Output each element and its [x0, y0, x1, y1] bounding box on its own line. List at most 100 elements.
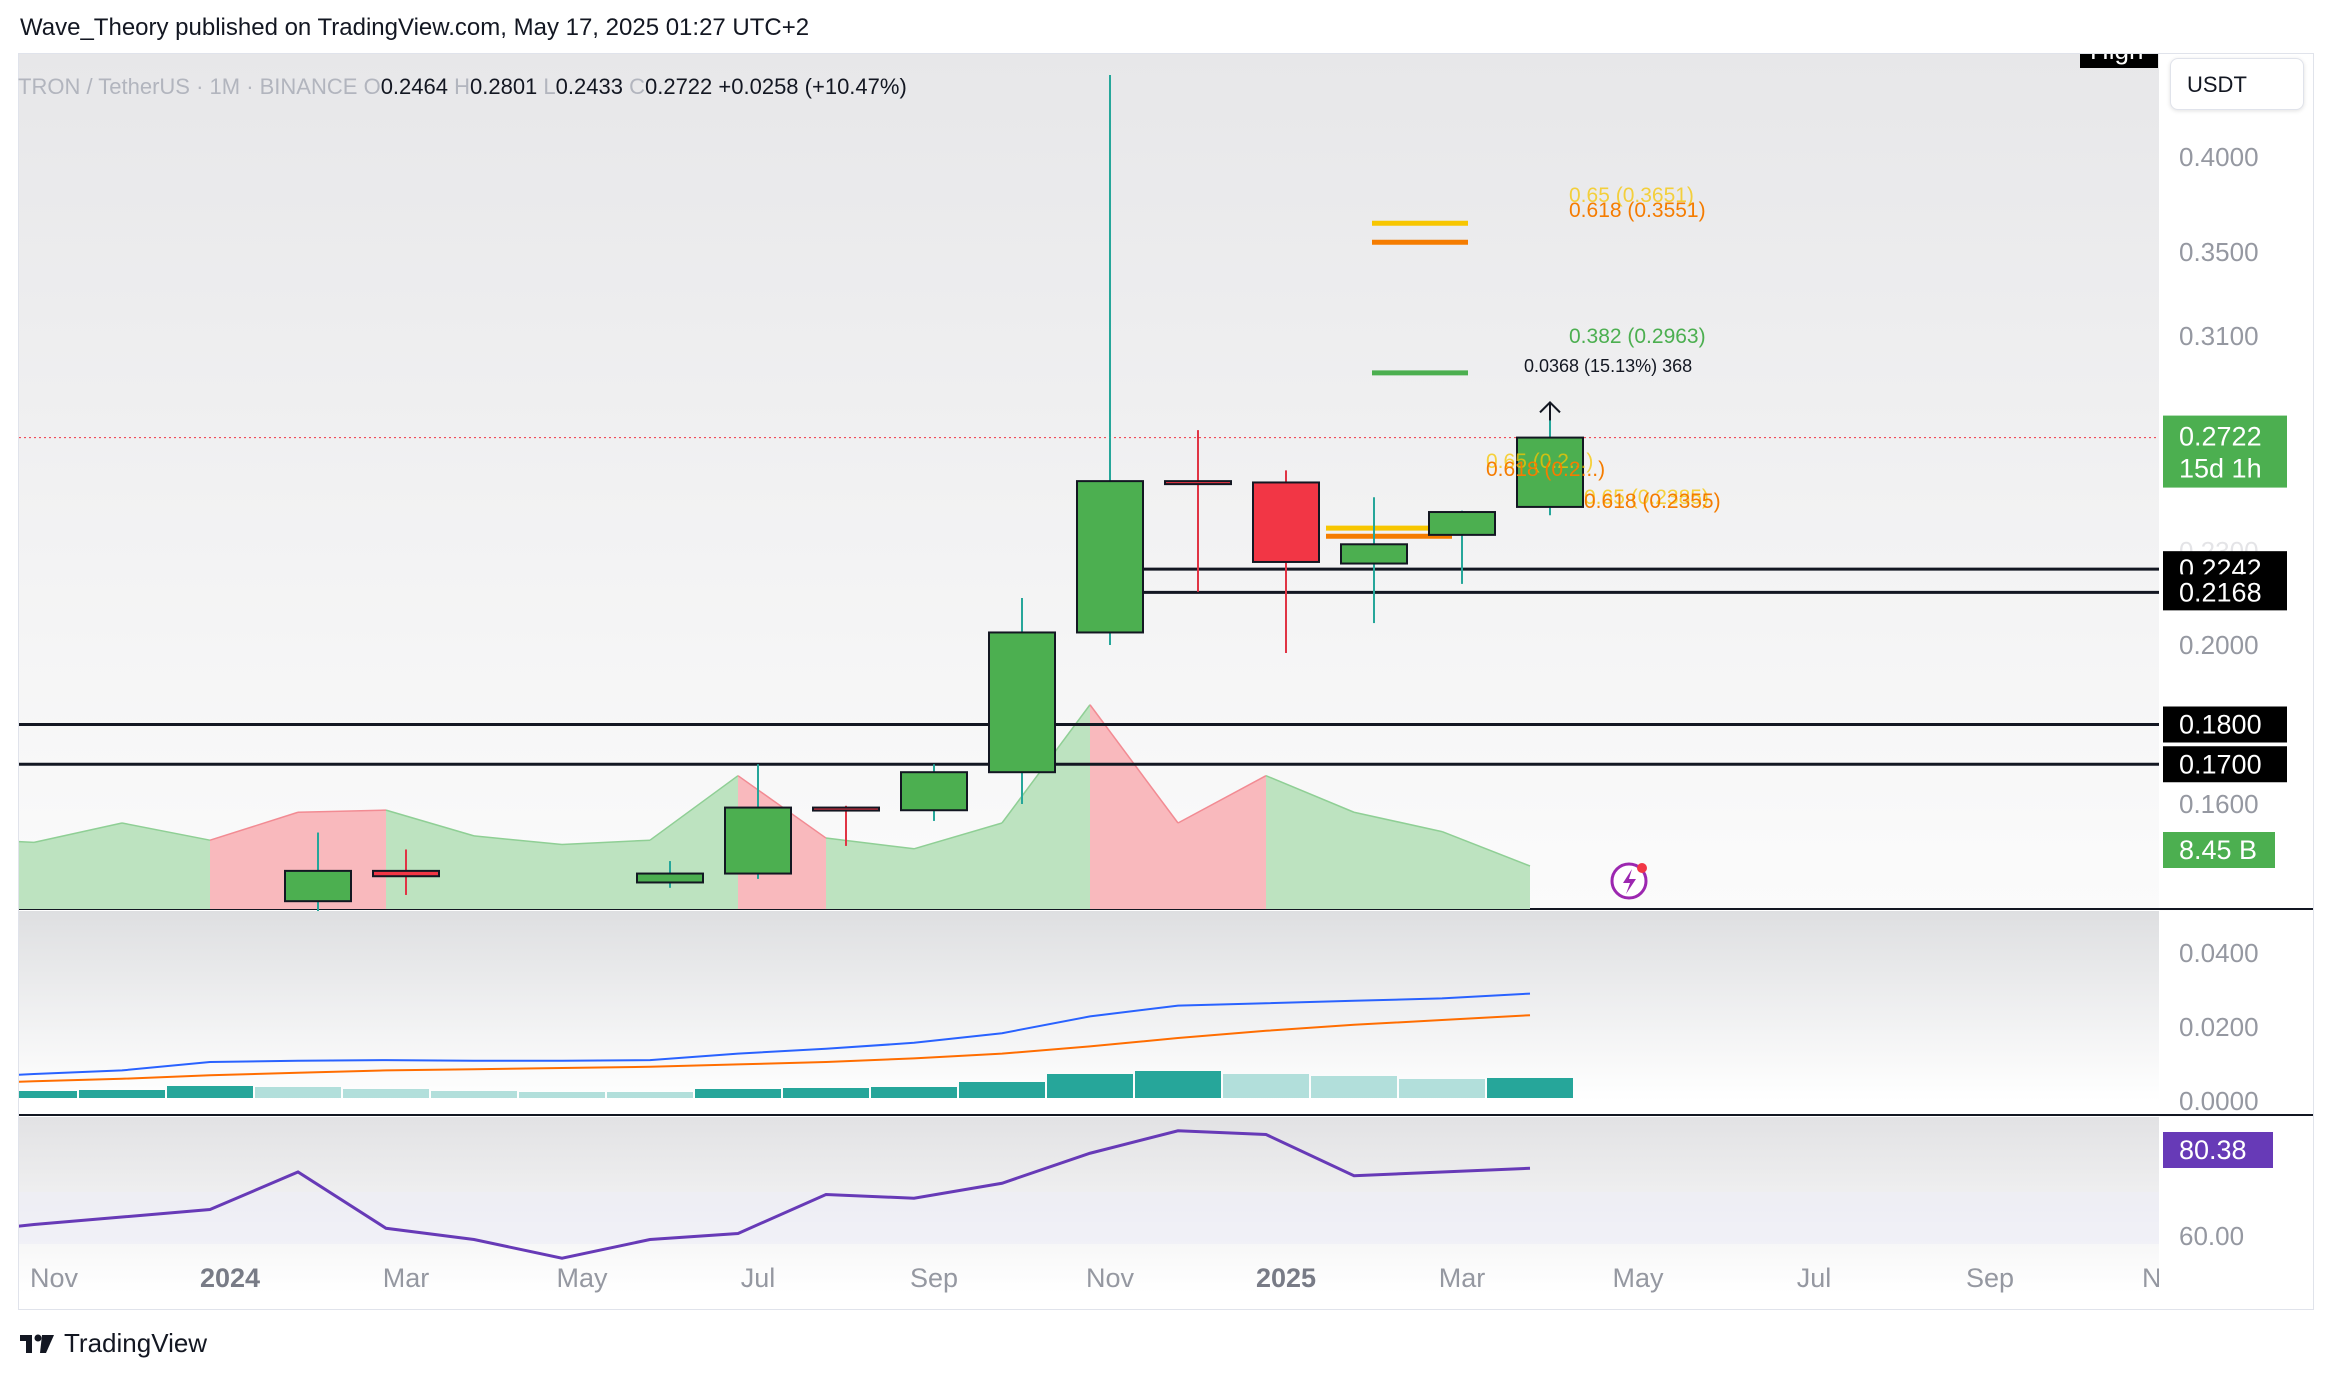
macd-axis-tick: 0.0200 [2179, 1012, 2259, 1042]
volume-area-edge [209, 811, 299, 841]
candle-body [1428, 511, 1496, 536]
volume-area-edge [33, 822, 123, 844]
legend-close: 0.2722 [644, 74, 713, 99]
time-axis-label: Sep [910, 1263, 958, 1293]
currency-button[interactable]: USDT [2170, 58, 2304, 110]
chart-canvas[interactable]: 0.65 (0.3651)0.618 (0.3551) 0.382 (0.2963… [19, 54, 2314, 1310]
time-axis-label: 2025 [1256, 1263, 1316, 1293]
time-axis-label: 2024 [200, 1263, 260, 1293]
volume-area-segment [1266, 775, 1354, 909]
macd-histogram-bar [1399, 1079, 1485, 1098]
volume-area-segment [474, 835, 562, 909]
volume-area-segment [562, 840, 650, 909]
macd-histogram-bar [1135, 1071, 1221, 1098]
measure-arrow [1539, 400, 1561, 421]
candle-body [988, 631, 1056, 774]
macd-histogram-bar [1047, 1074, 1133, 1098]
time-axis-label: Mar [383, 1263, 430, 1293]
macd-histogram-bar [783, 1088, 869, 1098]
candle-body [724, 806, 792, 875]
level-price-tag-bg [2163, 746, 2287, 783]
volume-area-edge [1265, 775, 1355, 813]
rsi-line [19, 1129, 1531, 1260]
time-axis-label: Jul [741, 1263, 776, 1293]
level-price-tag: 0.1800 [2179, 710, 2262, 740]
volume-area-segment [1354, 812, 1442, 909]
fib-level-label: 0.382 (0.2963) [1569, 325, 1706, 348]
macd-histogram-bar [519, 1092, 605, 1098]
volume-area-edge [1353, 811, 1443, 833]
signal-line [19, 1014, 1531, 1083]
volume-area-edge [19, 840, 35, 844]
price-axis-tick: 0.4000 [2179, 142, 2259, 172]
volume-area-edge [473, 835, 563, 846]
volume-area-segment [34, 823, 122, 909]
lightning-icon-bolt [1623, 869, 1636, 894]
macd-histogram-bar [343, 1089, 429, 1098]
volume-area-edge [297, 809, 387, 813]
level-price-tag: 0.1700 [2179, 749, 2262, 779]
candle-body [1516, 436, 1584, 508]
candle-body [1252, 481, 1320, 563]
time-axis-label: Nov [30, 1263, 79, 1293]
legend-low: 0.2433 [555, 74, 623, 99]
time-axis-label: Sep [1966, 1263, 2014, 1293]
last-price-tag: 0.2722 [2179, 422, 2262, 452]
price-axis-tick: 0.3500 [2179, 237, 2259, 267]
legend-high: 0.2801 [470, 74, 538, 99]
macd-axis-tick: 0.0000 [2179, 1086, 2259, 1116]
volume-area-edge [649, 775, 739, 841]
candle-body [1164, 480, 1232, 486]
rsi-axis-tick: 60.00 [2179, 1221, 2244, 1251]
level-price-tag-bg [2163, 706, 2287, 743]
rsi-tag-bg [2163, 1132, 2273, 1168]
candle-body [372, 869, 440, 878]
legend-close-label: C [629, 74, 645, 99]
volume-area-edge [913, 822, 1003, 850]
volume-area-edge [561, 839, 651, 846]
time-axis-label: May [556, 1263, 608, 1293]
rsi-band [19, 1192, 2159, 1244]
tradingview-logo[interactable]: TradingView [20, 1328, 207, 1359]
volume-area-segment [914, 823, 1002, 909]
volume-area-segment [19, 841, 34, 909]
last-price-tag-bg [2163, 415, 2287, 488]
legend-open: 0.2464 [380, 74, 448, 99]
fib-level-label: 0.618 (0.2355) [1584, 490, 1721, 513]
volume-tag: 8.45 B [2179, 835, 2257, 865]
volume-area-segment [122, 823, 210, 909]
macd-axis-tick: 0.0400 [2179, 938, 2259, 968]
tradingview-brand: TradingView [64, 1328, 208, 1358]
legend-low-label: L [543, 74, 556, 99]
chart-area[interactable]: 0.65 (0.3651) 0.618 (0.3551) 0.382 (0.2963… [18, 53, 2314, 1310]
volume-tag-bg [2163, 832, 2275, 868]
time-axis-label: Jul [1797, 1263, 1832, 1293]
axis-corner [2159, 1259, 2313, 1309]
volume-area-segment [1002, 704, 1090, 909]
high-badge: High [2090, 54, 2143, 65]
macd-histogram-bar [1487, 1078, 1573, 1098]
level-price-tag-bg [2163, 574, 2287, 611]
macd-histogram-bar [255, 1087, 341, 1098]
macd-histogram-bar [79, 1090, 165, 1098]
volume-area-segment [1442, 831, 1530, 909]
candle-body [900, 771, 968, 812]
volume-area-edge [121, 822, 211, 841]
level-price-tag: 0.2168 [2179, 577, 2262, 607]
legend-open-label: O [363, 74, 381, 99]
volume-area-segment [386, 810, 474, 909]
legend-change: +0.0258 (+10.47%) [718, 74, 907, 99]
macd-histogram-bar [19, 1091, 77, 1098]
volume-area-edge [1441, 830, 1531, 867]
price-axis-tick: 0.1600 [2179, 789, 2259, 819]
volume-area-edge [825, 837, 915, 850]
publisher-line: Wave_Theory published on TradingView.com… [20, 14, 810, 41]
macd-histogram-bar [695, 1089, 781, 1098]
macd-histogram-bar [1223, 1074, 1309, 1098]
legend-symbol: TRON / TetherUS · 1M · BINANCE [18, 74, 358, 99]
time-axis-label: Mar [1439, 1263, 1486, 1293]
macd-histogram-bar [1311, 1076, 1397, 1098]
fib-level-label: 0.65 (0.2...) [1486, 450, 1593, 473]
fib-level-label: 0.618 (0.2...) [1486, 458, 1605, 481]
volume-area-edge [385, 809, 475, 837]
